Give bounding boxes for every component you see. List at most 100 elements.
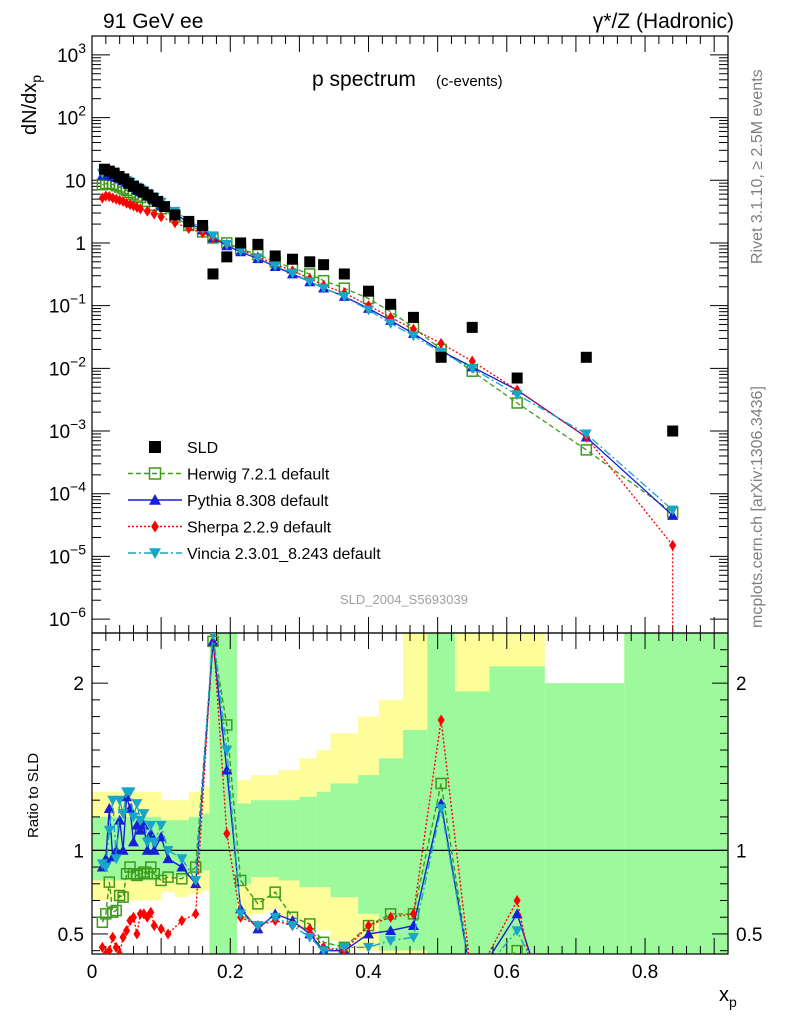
data-point bbox=[136, 203, 144, 215]
data-point bbox=[435, 351, 447, 363]
ratio-point bbox=[511, 908, 523, 919]
ratio-point bbox=[306, 923, 314, 935]
data-point bbox=[580, 429, 592, 440]
ratio-point bbox=[100, 862, 112, 873]
ratio-point bbox=[209, 633, 217, 639]
data-point bbox=[207, 231, 219, 242]
y-axis-label: dN/dxp bbox=[19, 75, 44, 135]
data-point bbox=[152, 195, 164, 207]
series-3 bbox=[98, 190, 677, 551]
y-tick-label: 10−2 bbox=[49, 353, 86, 380]
ratio-point bbox=[364, 920, 373, 932]
ratio-point bbox=[114, 795, 126, 806]
ratio-point bbox=[511, 926, 523, 937]
ratio-point bbox=[103, 803, 115, 813]
stat-uncertainty-band bbox=[202, 813, 210, 871]
ratio-point bbox=[103, 825, 115, 836]
ratio-point bbox=[221, 745, 233, 756]
ratio-point bbox=[162, 845, 174, 856]
ratio-point bbox=[511, 944, 523, 954]
data-point bbox=[183, 215, 195, 227]
data-point bbox=[122, 197, 131, 209]
ratio-point bbox=[338, 942, 350, 953]
ratio-point bbox=[110, 904, 122, 917]
rivet-label: Rivet 3.1.10, ≥ 2.5M events bbox=[749, 69, 766, 264]
ratio-point bbox=[134, 815, 146, 826]
ratio-point bbox=[162, 871, 174, 883]
ratio-point bbox=[176, 873, 188, 885]
ratio-point bbox=[141, 837, 153, 848]
ratio-point bbox=[98, 941, 106, 953]
ratio-point bbox=[145, 820, 157, 831]
ratio-point bbox=[110, 854, 122, 865]
ratio-point bbox=[435, 804, 447, 815]
legend-label: Herwig 7.2.1 default bbox=[187, 467, 330, 484]
main-plot-data bbox=[96, 163, 679, 633]
ratio-y-tick-label: 0.5 bbox=[58, 925, 84, 946]
ratio-point bbox=[134, 868, 147, 880]
data-point bbox=[318, 283, 330, 294]
ratio-point bbox=[119, 931, 127, 943]
ratio-point bbox=[363, 928, 375, 939]
ratio-point bbox=[117, 844, 129, 855]
ratio-line bbox=[101, 633, 529, 954]
data-point bbox=[513, 384, 521, 396]
ratio-point bbox=[145, 861, 157, 873]
mcplots-label: mcplots.cern.ch [arXiv:1306.3436] bbox=[749, 386, 766, 628]
ratio-point bbox=[318, 946, 330, 954]
data-point bbox=[437, 337, 445, 349]
ratio-point bbox=[467, 979, 478, 989]
data-point bbox=[580, 351, 592, 363]
data-point bbox=[159, 201, 171, 213]
ratio-line bbox=[101, 641, 518, 954]
x-axis-label: xp bbox=[719, 984, 737, 1010]
y-tick-label: 10 bbox=[65, 171, 86, 192]
stat-uncertainty-band bbox=[624, 633, 728, 954]
legend-marker bbox=[151, 520, 159, 533]
ratio-point bbox=[122, 925, 131, 937]
series-1 bbox=[96, 177, 679, 519]
ratio-point bbox=[407, 932, 419, 943]
stat-uncertainty-band bbox=[299, 796, 317, 888]
ratio-point bbox=[147, 906, 155, 918]
ratio-point bbox=[437, 714, 445, 726]
y-tick-label: 10−6 bbox=[49, 604, 86, 631]
data-point bbox=[385, 319, 397, 329]
ratio-point bbox=[107, 795, 119, 806]
ratio-point bbox=[363, 942, 375, 953]
data-point bbox=[143, 205, 151, 217]
data-point bbox=[667, 425, 679, 437]
data-point bbox=[580, 444, 593, 456]
ratio-point bbox=[221, 764, 233, 775]
y-tick-label: 1 bbox=[75, 234, 86, 255]
ratio-point bbox=[178, 915, 186, 927]
ratio-point bbox=[286, 921, 298, 932]
ratio-point bbox=[106, 906, 119, 918]
data-point bbox=[667, 505, 679, 516]
ratio-point bbox=[109, 931, 117, 943]
ratio-point bbox=[133, 928, 141, 940]
ratio-point bbox=[127, 812, 139, 823]
ratio-point bbox=[112, 941, 120, 953]
data-point bbox=[269, 250, 281, 262]
stat-uncertainty-band bbox=[427, 633, 455, 954]
data-point bbox=[466, 363, 478, 374]
ratio-point bbox=[304, 932, 316, 943]
stat-uncertainty-band bbox=[330, 783, 359, 898]
ratio-point bbox=[155, 820, 167, 831]
ratio-point bbox=[150, 920, 158, 932]
data-point bbox=[235, 246, 247, 257]
x-tick-label: 0.2 bbox=[217, 962, 243, 983]
legend-label: Sherpa 2.2.9 default bbox=[187, 520, 332, 537]
data-point bbox=[338, 292, 350, 302]
data-point bbox=[252, 238, 264, 250]
ratio-point bbox=[252, 898, 264, 910]
ratio-point bbox=[117, 891, 129, 903]
stat-uncertainty-band bbox=[264, 800, 279, 878]
ratio-point bbox=[129, 911, 138, 923]
ratio-point bbox=[105, 945, 113, 954]
data-point bbox=[252, 253, 264, 264]
ratio-point bbox=[138, 819, 150, 830]
legend-label: Vincia 2.3.01_8.243 default bbox=[187, 546, 381, 563]
ratio-line bbox=[101, 641, 531, 954]
